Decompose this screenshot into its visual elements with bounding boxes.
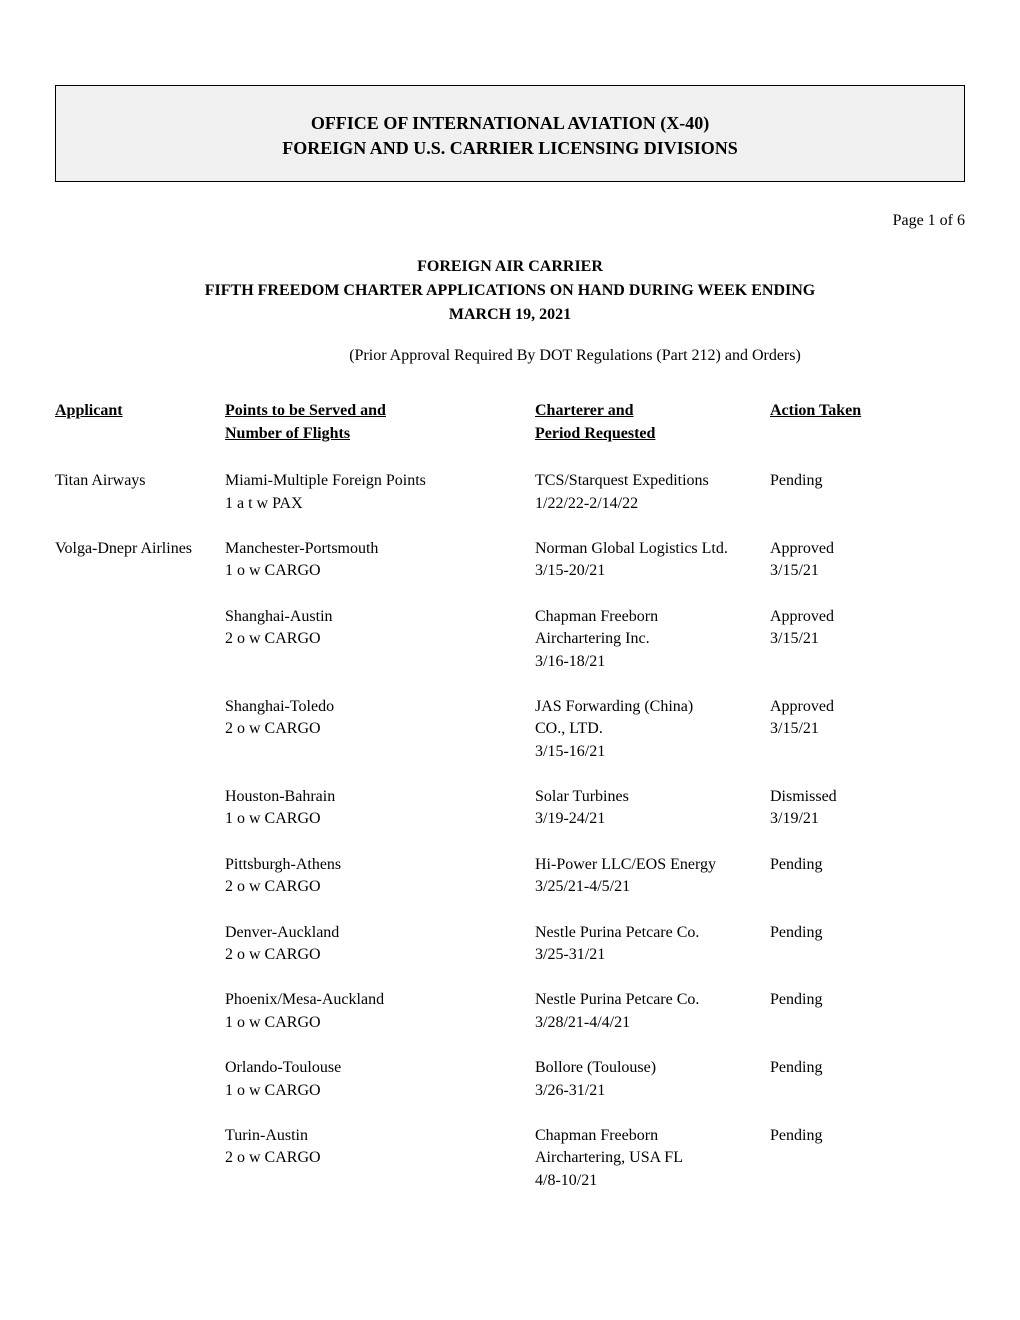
charterer-cell: Nestle Purina Petcare Co.3/25-31/21 (535, 922, 770, 967)
header-line1: OFFICE OF INTERNATIONAL AVIATION (X-40) (76, 111, 944, 136)
col-header-points: Points to be Served and Number of Flight… (225, 400, 535, 445)
table-row: Volga-Dnepr AirlinesManchester-Portsmout… (55, 538, 965, 583)
points-cell: Turin-Austin2 o w CARGO (225, 1125, 535, 1170)
action-cell: Pending (770, 1057, 920, 1079)
charterer-cell: Norman Global Logistics Ltd.3/15-20/21 (535, 538, 770, 583)
table-row: Turin-Austin2 o w CARGOChapman FreebornA… (55, 1125, 965, 1192)
points-cell: Shanghai-Austin2 o w CARGO (225, 606, 535, 651)
charterer-cell: Solar Turbines3/19-24/21 (535, 786, 770, 831)
charterer-cell: JAS Forwarding (China)CO., LTD.3/15-16/2… (535, 696, 770, 763)
doc-title-line2: FIFTH FREEDOM CHARTER APPLICATIONS ON HA… (55, 279, 965, 303)
action-cell: Approved3/15/21 (770, 606, 920, 651)
table-row: Shanghai-Toledo2 o w CARGOJAS Forwarding… (55, 696, 965, 763)
action-cell: Approved3/15/21 (770, 696, 920, 741)
points-cell: Pittsburgh-Athens2 o w CARGO (225, 854, 535, 899)
applications-table: Applicant Points to be Served and Number… (55, 400, 965, 1192)
header-line2: FOREIGN AND U.S. CARRIER LICENSING DIVIS… (76, 136, 944, 161)
table-body: Titan AirwaysMiami-Multiple Foreign Poin… (55, 470, 965, 1192)
charterer-cell: Hi-Power LLC/EOS Energy3/25/21-4/5/21 (535, 854, 770, 899)
col-header-action: Action Taken (770, 400, 920, 445)
table-row: Shanghai-Austin2 o w CARGOChapman Freebo… (55, 606, 965, 673)
table-row: Houston-Bahrain1 o w CARGOSolar Turbines… (55, 786, 965, 831)
subtitle-wrapper: (Prior Approval Required By DOT Regulati… (55, 347, 965, 400)
action-cell: Pending (770, 989, 920, 1011)
applicant-cell: Volga-Dnepr Airlines (55, 538, 225, 560)
table-row: Denver-Auckland2 o w CARGONestle Purina … (55, 922, 965, 967)
points-cell: Denver-Auckland2 o w CARGO (225, 922, 535, 967)
table-row: Pittsburgh-Athens2 o w CARGOHi-Power LLC… (55, 854, 965, 899)
table-row: Phoenix/Mesa-Auckland1 o w CARGONestle P… (55, 989, 965, 1034)
action-cell: Pending (770, 922, 920, 944)
action-cell: Pending (770, 1125, 920, 1147)
page-number: Page 1 of 6 (55, 212, 965, 230)
doc-title-line1: FOREIGN AIR CARRIER (55, 255, 965, 279)
points-cell: Orlando-Toulouse1 o w CARGO (225, 1057, 535, 1102)
charterer-cell: Chapman FreebornAirchartering, USA FL4/8… (535, 1125, 770, 1192)
subtitle: (Prior Approval Required By DOT Regulati… (219, 347, 801, 365)
points-cell: Shanghai-Toledo2 o w CARGO (225, 696, 535, 741)
col-header-applicant: Applicant (55, 400, 225, 445)
points-cell: Phoenix/Mesa-Auckland1 o w CARGO (225, 989, 535, 1034)
action-cell: Pending (770, 854, 920, 876)
col-header-charterer: Charterer and Period Requested (535, 400, 770, 445)
points-cell: Houston-Bahrain1 o w CARGO (225, 786, 535, 831)
action-cell: Approved3/15/21 (770, 538, 920, 583)
document-title: FOREIGN AIR CARRIER FIFTH FREEDOM CHARTE… (55, 255, 965, 327)
doc-title-line3: MARCH 19, 2021 (55, 303, 965, 327)
action-cell: Dismissed3/19/21 (770, 786, 920, 831)
table-row: Orlando-Toulouse1 o w CARGOBollore (Toul… (55, 1057, 965, 1102)
header-box: OFFICE OF INTERNATIONAL AVIATION (X-40) … (55, 85, 965, 182)
charterer-cell: TCS/Starquest Expeditions1/22/22-2/14/22 (535, 470, 770, 515)
table-header-row: Applicant Points to be Served and Number… (55, 400, 965, 445)
points-cell: Manchester-Portsmouth1 o w CARGO (225, 538, 535, 583)
charterer-cell: Nestle Purina Petcare Co.3/28/21-4/4/21 (535, 989, 770, 1034)
charterer-cell: Chapman FreebornAirchartering Inc.3/16-1… (535, 606, 770, 673)
action-cell: Pending (770, 470, 920, 492)
applicant-cell: Titan Airways (55, 470, 225, 492)
table-row: Titan AirwaysMiami-Multiple Foreign Poin… (55, 470, 965, 515)
points-cell: Miami-Multiple Foreign Points1 a t w PAX (225, 470, 535, 515)
charterer-cell: Bollore (Toulouse)3/26-31/21 (535, 1057, 770, 1102)
